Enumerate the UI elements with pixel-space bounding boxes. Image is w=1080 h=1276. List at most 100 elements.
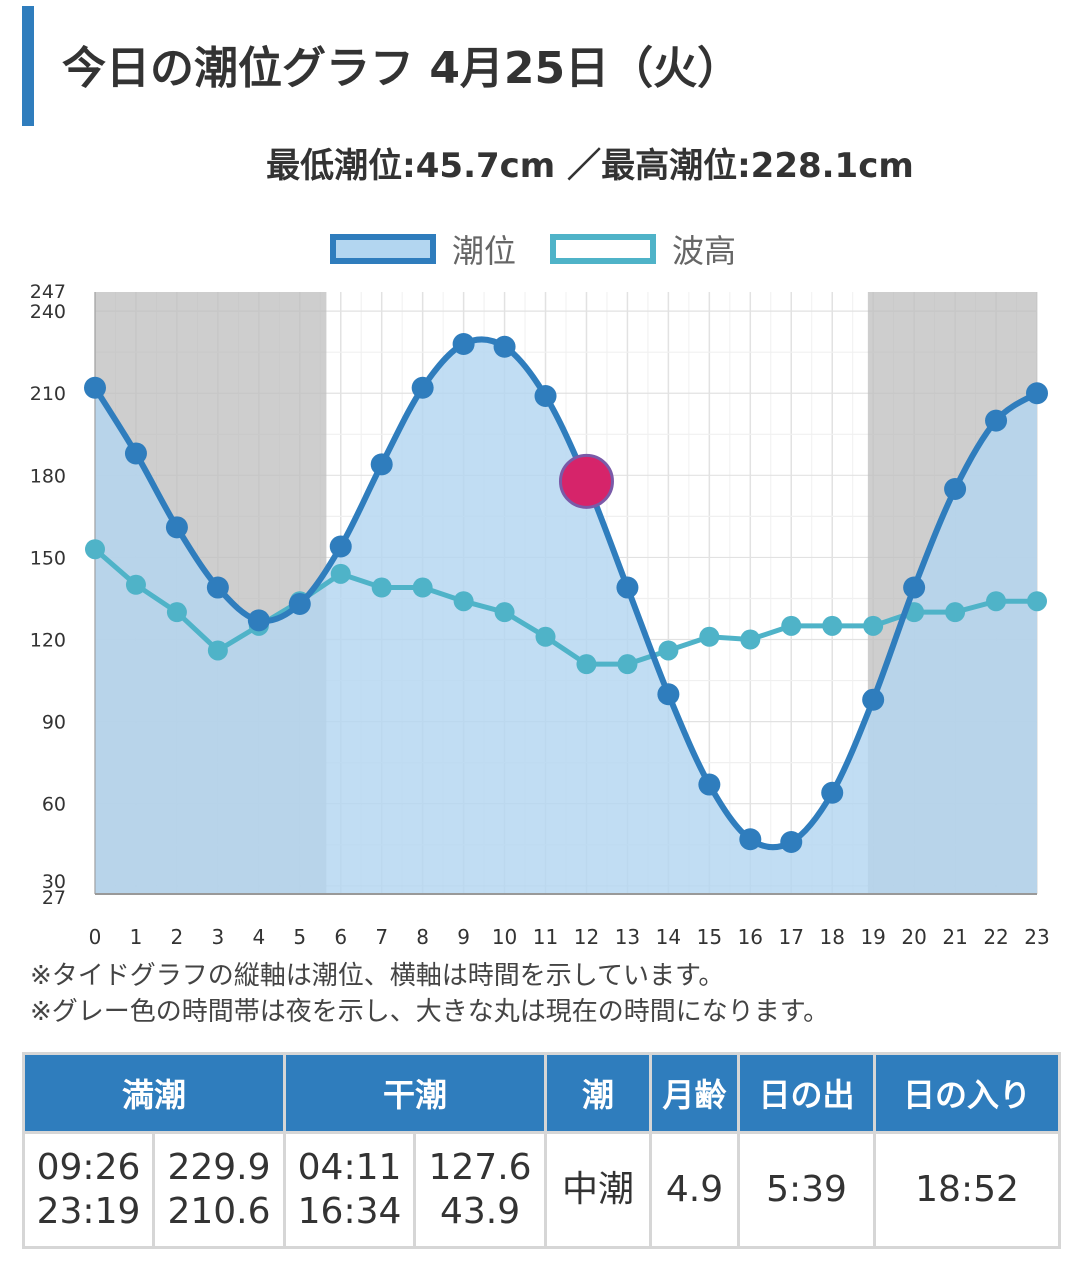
high-tide-times: 09:26 23:19 [22,1131,155,1249]
tide-point [124,442,147,465]
tide-range-summary: 最低潮位:45.7cm ／最高潮位:228.1cm [266,146,914,186]
tide-point [698,773,721,796]
moon-age: 4.9 [649,1131,741,1249]
wave-height-point [453,591,474,612]
wave-height-point [740,629,761,650]
tide-point [903,576,926,599]
wave-height-point [85,539,105,560]
x-tick-label: 22 [983,925,1008,949]
x-tick-label: 17 [779,925,804,949]
tide-name: 中潮 [544,1131,653,1249]
x-tick-label: 9 [457,925,470,949]
y-tick-label: 60 [42,794,66,816]
sunset-time: 18:52 [873,1131,1062,1249]
x-tick-label: 15 [697,925,722,949]
x-tick-label: 4 [252,925,265,949]
tide-point [411,376,434,399]
legend-swatch-wave [550,234,656,264]
y-tick-label: 210 [30,383,66,405]
wave-height-point [371,577,392,598]
y-tick-label: 27 [42,887,66,909]
header-tide: 潮 [544,1052,653,1134]
wave-height-point [658,640,679,661]
table-row: 09:26 23:19 229.9 210.6 04:11 16:34 127.… [22,1131,1062,1249]
tide-point [84,376,106,399]
x-tick-label: 11 [533,925,558,949]
current-time-marker [558,453,614,509]
wave-height-point [1027,591,1047,612]
y-tick-label: 90 [42,712,66,734]
high-tide-time-2: 23:19 [36,1191,141,1232]
x-tick-label: 2 [171,925,184,949]
tide-point [821,781,844,804]
x-tick-label: 3 [212,925,225,949]
x-tick-label: 19 [860,925,885,949]
page-title: 今日の潮位グラフ 4月25日（火） [62,43,742,94]
x-tick-label: 5 [293,925,306,949]
x-tick-label: 10 [492,925,517,949]
tide-point [247,609,270,632]
header-moon-age: 月齢 [649,1052,741,1134]
y-tick-label: 247 [30,281,66,303]
high-tide-levels: 229.9 210.6 [151,1131,287,1249]
wave-height-point [781,615,802,636]
low-tide-level-1: 127.6 [428,1147,532,1188]
header-low-tide: 干潮 [283,1052,548,1134]
wave-height-point [535,626,556,647]
tide-info-table: 満潮 干潮 潮 月齢 日の出 日の入り 09:26 23:19 229.9 21… [21,1052,1062,1249]
wave-height-point [617,654,638,675]
note-night: ※グレー色の時間帯は夜を示し、大きな丸は現在の時間になります。 [30,997,830,1027]
x-tick-label: 16 [738,925,763,949]
y-tick-label: 30 [42,871,66,893]
x-tick-label: 12 [574,925,599,949]
tide-point [739,828,762,851]
tide-point [862,688,885,711]
x-tick-label: 21 [942,925,967,949]
tide-point [1026,382,1048,405]
x-tick-label: 6 [334,925,347,949]
note-axes: ※タイドグラフの縦軸は潮位、横軸は時間を示しています。 [30,961,725,991]
x-tick-label: 7 [375,925,388,949]
chart-notes: ※タイドグラフの縦軸は潮位、横軸は時間を示しています。 ※グレー色の時間帯は夜を… [30,958,829,1030]
wave-height-point [699,626,720,647]
x-tick-label: 1 [130,925,143,949]
legend-swatch-tide [330,234,436,264]
tide-point [616,576,639,599]
wave-height-point [166,602,187,623]
x-tick-label: 8 [416,925,429,949]
title-accent-bar [22,6,34,126]
tide-point [452,332,475,355]
high-tide-level-2: 210.6 [167,1191,271,1232]
sunrise-time: 5:39 [737,1131,877,1249]
wave-height-point [330,563,351,584]
tide-point [493,335,516,358]
chart-legend: 潮位 波高 [0,226,1080,270]
tide-point [534,384,557,407]
tide-area [95,339,1037,894]
tide-point [329,535,352,558]
y-tick-label: 240 [30,301,66,323]
wave-height-point [863,615,884,636]
table-header-row: 満潮 干潮 潮 月齢 日の出 日の入り [21,1052,1062,1134]
wave-height-point [207,640,228,661]
low-tide-times: 04:11 16:34 [283,1131,417,1249]
wave-height-point [986,591,1007,612]
legend-item-tide[interactable]: 潮位 [330,226,516,272]
x-tick-label: 13 [615,925,640,949]
header-sunset: 日の入り [873,1052,1062,1134]
x-tick-label: 14 [656,925,681,949]
y-tick-label: 150 [30,547,66,569]
legend-label-wave: 波高 [672,232,737,270]
y-tick-label: 180 [30,465,66,487]
y-tick-label: 120 [30,630,66,652]
header-high-tide: 満潮 [21,1052,287,1134]
wave-height-point [125,574,146,595]
legend-item-wave[interactable]: 波高 [550,226,736,272]
x-tick-label: 20 [901,925,926,949]
tide-point [165,516,188,539]
tide-point [370,453,393,476]
wave-height-point [576,654,597,675]
legend-label-tide: 潮位 [452,232,517,270]
tide-chart: 0 1 2 3 4 5 6 7 8 9 10 11 12 13 14 15 16 17 18 19 20 21 22 2327… [30,281,1050,949]
x-tick-label: 0 [89,925,102,949]
